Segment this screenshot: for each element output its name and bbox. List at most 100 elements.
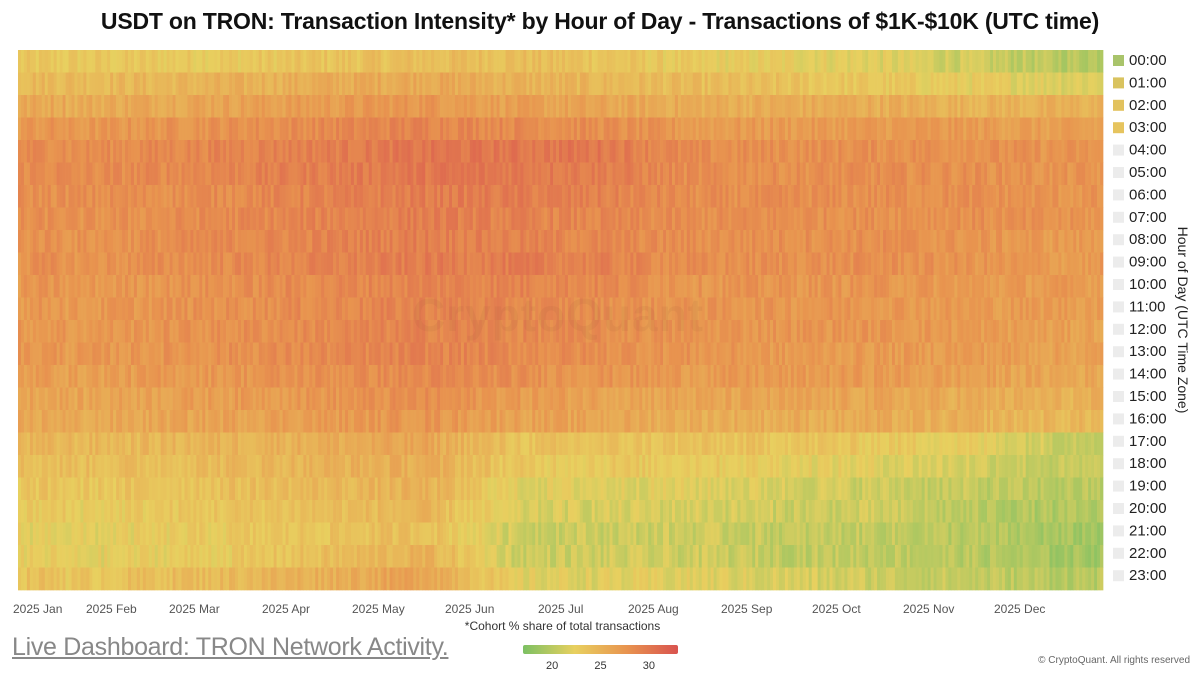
heatmap-cell <box>1016 207 1021 231</box>
heatmap-cell <box>95 275 99 298</box>
heatmap-cell <box>1049 140 1053 163</box>
heatmap-cell <box>1004 230 1009 253</box>
heatmap-cell <box>630 207 634 231</box>
heatmap-cell <box>157 140 162 163</box>
heatmap-cell <box>407 275 411 298</box>
heatmap-cell <box>368 207 373 231</box>
heatmap-cell <box>86 297 90 321</box>
heatmap-cell <box>457 320 462 343</box>
heatmap-cell <box>814 297 818 321</box>
heatmap-cell <box>490 252 494 276</box>
heatmap-cell <box>475 207 480 231</box>
heatmap-cell <box>692 72 697 96</box>
heatmap-cell <box>226 297 230 321</box>
heatmap-cell <box>725 320 729 343</box>
heatmap-cell <box>737 117 741 141</box>
heatmap-cell <box>671 162 676 186</box>
heatmap-cell <box>35 207 40 231</box>
heatmap-cell <box>413 320 417 343</box>
heatmap-cell <box>1052 117 1056 141</box>
heatmap-cell <box>59 162 63 186</box>
heatmap-cell <box>148 50 153 73</box>
heatmap-cell <box>981 95 985 118</box>
heatmap-cell <box>939 297 943 321</box>
heatmap-cell <box>279 342 283 366</box>
heatmap-cell <box>1010 185 1015 208</box>
heatmap-cell <box>805 162 810 186</box>
heatmap-cell <box>380 320 384 343</box>
heatmap-cell <box>582 95 587 118</box>
heatmap-cell <box>95 207 99 231</box>
heatmap-cell <box>478 252 483 276</box>
heatmap-cell <box>205 252 209 276</box>
heatmap-cell <box>196 95 200 118</box>
heatmap-cell <box>264 162 269 186</box>
heatmap-cell <box>1070 117 1074 141</box>
heatmap-cell <box>279 140 283 163</box>
heatmap-cell <box>101 72 105 96</box>
heatmap-cell <box>437 95 441 118</box>
heatmap-cell <box>136 297 141 321</box>
heatmap-cell <box>86 117 90 141</box>
heatmap-cell <box>722 320 726 343</box>
heatmap-cell <box>725 72 729 96</box>
heatmap-cell <box>939 252 943 276</box>
heatmap-cell <box>829 252 833 276</box>
heatmap-cell <box>585 275 590 298</box>
heatmap-cell <box>303 275 307 298</box>
heatmap-cell <box>463 275 468 298</box>
heatmap-cell <box>232 230 236 253</box>
heatmap-cell <box>273 252 277 276</box>
heatmap-cell <box>232 140 236 163</box>
heatmap-cell <box>731 252 735 276</box>
heatmap-cell <box>130 297 135 321</box>
heatmap-cell <box>175 252 179 276</box>
heatmap-cell <box>778 72 783 96</box>
heatmap-cell <box>841 297 845 321</box>
heatmap-cell <box>790 230 795 253</box>
heatmap-cell <box>942 117 946 141</box>
heatmap-cell <box>258 275 263 298</box>
heatmap-cell <box>264 140 269 163</box>
heatmap-cell <box>567 140 572 163</box>
heatmap-cell <box>454 117 459 141</box>
heatmap-cell <box>199 162 203 186</box>
heatmap-cell <box>713 140 717 163</box>
heatmap-cell <box>487 252 491 276</box>
heatmap-cell <box>817 297 821 321</box>
heatmap-cell <box>232 320 236 343</box>
heatmap-cell <box>300 185 304 208</box>
heatmap-cell <box>508 297 512 321</box>
heatmap-cell <box>960 50 964 73</box>
heatmap-cell <box>844 95 848 118</box>
heatmap-cell <box>365 230 370 253</box>
heatmap-cell <box>151 50 156 73</box>
heatmap-cell <box>981 117 985 141</box>
heatmap-cell <box>1013 230 1018 253</box>
heatmap-cell <box>246 95 251 118</box>
heatmap-cell <box>722 50 726 73</box>
heatmap-cell <box>669 230 673 253</box>
heatmap-cell <box>297 320 301 343</box>
heatmap-cell <box>698 320 703 343</box>
heatmap-cell <box>127 162 132 186</box>
heatmap-cell <box>660 72 664 96</box>
heatmap-cell <box>579 230 584 253</box>
heatmap-cell <box>585 230 590 253</box>
heatmap-cell <box>487 140 491 163</box>
heatmap-cell <box>303 297 307 321</box>
heatmap-cell <box>193 117 197 141</box>
heatmap-cell <box>615 50 619 73</box>
heatmap-cell <box>880 185 884 208</box>
heatmap-cell <box>246 72 251 96</box>
heatmap-cell <box>689 252 694 276</box>
heatmap-cell <box>710 95 714 118</box>
heatmap-cell <box>184 50 188 73</box>
heatmap-cell <box>169 72 173 96</box>
heatmap-cell <box>166 162 170 186</box>
heatmap-cell <box>621 140 625 163</box>
heatmap-cell <box>942 162 946 186</box>
heatmap-cell <box>80 162 84 186</box>
heatmap-cell <box>960 207 964 231</box>
heatmap-cell <box>909 185 914 208</box>
